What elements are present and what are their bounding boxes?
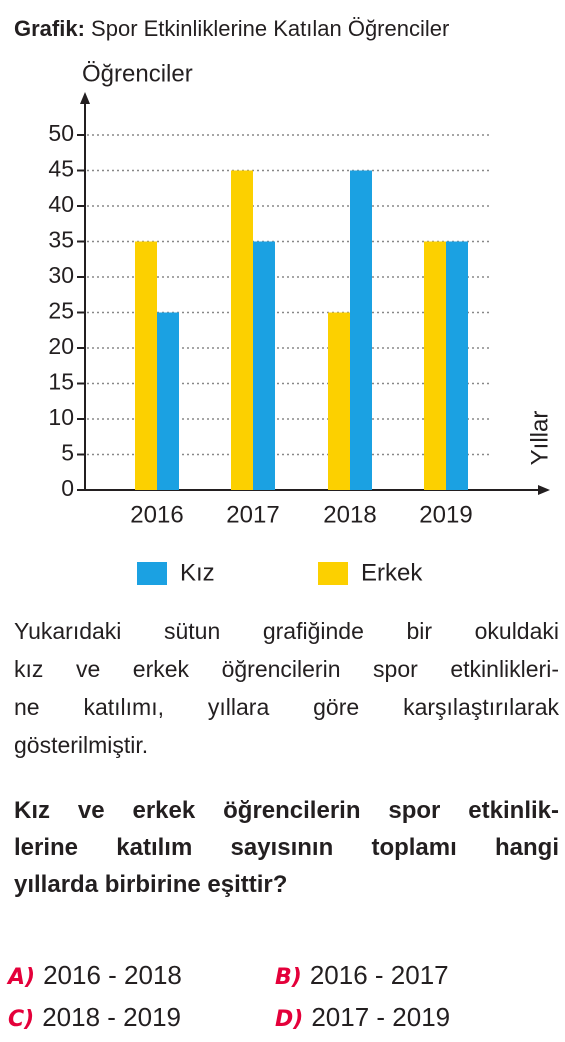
option-letter: A) — [8, 965, 36, 990]
bar — [446, 241, 468, 490]
paragraph-line: Yukarıdaki sütun grafiğinde bir okuldaki — [14, 618, 559, 644]
bar — [328, 312, 350, 490]
bar — [424, 241, 446, 490]
y-tick-label: 10 — [48, 404, 74, 430]
x-arrow — [538, 485, 550, 495]
paragraph-line: kız ve erkek öğrencilerin spor etkinlikl… — [14, 656, 559, 682]
title: Spor Etkinliklerine Katılan Öğrenciler — [91, 16, 449, 41]
legend-swatch — [137, 562, 167, 585]
title-label: Grafik: — [14, 16, 85, 41]
bar — [135, 241, 157, 490]
y-tick-label: 45 — [48, 156, 74, 182]
paragraph-line: ne katılımı, yıllara göre karşılaştırıla… — [14, 694, 559, 720]
paragraph-line: gösterilmiştir. — [14, 732, 149, 758]
y-tick-label: 50 — [48, 120, 74, 146]
x-tick-label: 2019 — [419, 501, 472, 528]
y-arrow — [80, 92, 90, 104]
option-letter: B) — [275, 965, 302, 990]
bar — [231, 170, 253, 490]
option-text: 2017 - 2019 — [311, 1002, 451, 1032]
option-letter: D) — [275, 1007, 304, 1032]
question-line: yıllarda birbirine eşittir? — [14, 871, 288, 898]
y-tick-label: 0 — [61, 475, 74, 501]
legend-label: Kız — [180, 559, 215, 586]
y-tick-label: 35 — [48, 227, 74, 253]
y-tick-label: 25 — [48, 298, 74, 324]
x-tick-label: 2016 — [130, 501, 183, 528]
legend-swatch — [318, 562, 348, 585]
y-tick-label: 30 — [48, 262, 74, 288]
option-letter: C) — [8, 1007, 35, 1032]
option-text: 2016 - 2017 — [309, 960, 449, 990]
bar — [157, 312, 179, 490]
option: B) 2016 - 2017 — [275, 960, 449, 991]
option: A) 2016 - 2018 — [8, 960, 182, 991]
bar — [253, 241, 275, 490]
paragraph: Yukarıdaki sütun grafiğinde bir okuldaki… — [14, 612, 559, 764]
y-tick-label: 20 — [48, 333, 74, 359]
y-tick-label: 5 — [61, 440, 74, 466]
legend-label: Erkek — [361, 559, 423, 586]
bar — [350, 170, 372, 490]
y-tick-label: 40 — [48, 191, 74, 217]
question-line: Kız ve erkek öğrencilerin spor etkinlik- — [14, 797, 559, 824]
option: D) 2017 - 2019 — [275, 1002, 450, 1033]
y-tick-label: 15 — [48, 369, 74, 395]
chart: Grafik: Spor Etkinliklerine Katılan Öğre… — [14, 16, 553, 587]
option-text: 2016 - 2018 — [43, 960, 182, 990]
x-tick-label: 2017 — [226, 501, 279, 528]
question: Kız ve erkek öğrencilerin spor etkinlik-… — [14, 792, 559, 903]
chart-title: Grafik: Spor Etkinliklerine Katılan Öğre… — [14, 16, 449, 41]
question-line: lerine katılım sayısının toplamı hangi — [14, 834, 559, 861]
option-text: 2018 - 2019 — [42, 1002, 181, 1032]
x-tick-label: 2018 — [323, 501, 376, 528]
x-axis-label: Yıllar — [526, 411, 553, 466]
option: C) 2018 - 2019 — [8, 1002, 181, 1033]
y-axis-label: Öğrenciler — [82, 60, 193, 87]
